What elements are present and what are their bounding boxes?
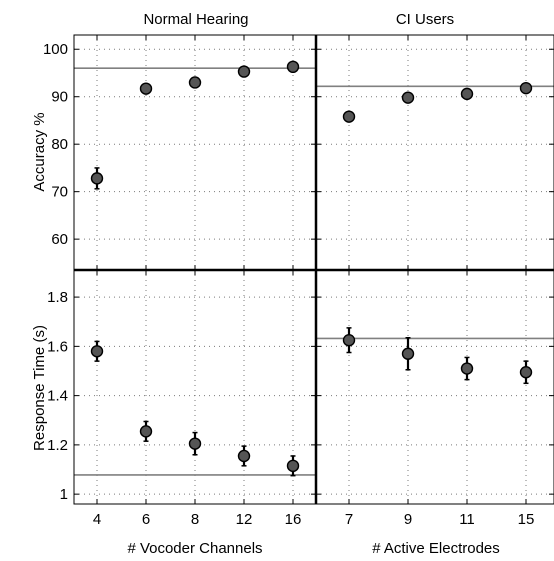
- data-point-0-1: [139, 82, 153, 95]
- panels-group: 60 70 80 90 100 1 1.2 1.4 1.6 1.8 4 6 8 12 16 7 9 11 15: [43, 34, 554, 528]
- data-point-3-3: [519, 366, 533, 379]
- x-axis-label-vocoder-channels: # Vocoder Channels: [127, 540, 262, 556]
- column-title-normal-hearing: Normal Hearing: [143, 11, 248, 28]
- y-tick-label-2-1: 1.2: [47, 437, 68, 454]
- data-point-1-2: [460, 87, 474, 101]
- y-tick-label-0-2: 80: [51, 136, 68, 153]
- data-point-0-4: [286, 60, 300, 74]
- x-tick-label-2-4: 16: [285, 511, 302, 528]
- y-tick-label-0-4: 100: [43, 41, 68, 58]
- y-tick-label-2-0: 1: [60, 486, 68, 503]
- data-point-2-0: [90, 345, 104, 358]
- x-tick-label-2-2: 8: [191, 511, 199, 528]
- panel-1: [315, 34, 554, 271]
- y-tick-label-0-0: 60: [51, 231, 68, 248]
- x-tick-label-3-3: 15: [518, 511, 535, 528]
- x-tick-label-2-1: 6: [142, 511, 150, 528]
- data-point-1-0: [342, 110, 356, 123]
- data-point-3-1: [401, 347, 415, 360]
- y-tick-label-0-1: 70: [51, 184, 68, 201]
- y-tick-label-2-3: 1.6: [47, 338, 68, 355]
- data-point-0-3: [237, 65, 251, 78]
- panel-frame-3: [315, 269, 554, 505]
- x-tick-label-2-3: 12: [236, 511, 253, 528]
- y-tick-label-0-3: 90: [51, 89, 68, 106]
- data-point-2-2: [188, 437, 202, 450]
- data-point-2-4: [286, 459, 300, 473]
- x-tick-label-3-2: 11: [459, 511, 475, 528]
- panel-3: 7 9 11 15: [315, 269, 554, 528]
- x-tick-label-3-0: 7: [345, 511, 353, 528]
- x-tick-label-2-0: 4: [93, 511, 101, 528]
- data-point-0-0: [90, 172, 104, 185]
- data-point-1-1: [401, 91, 415, 104]
- data-point-3-0: [342, 334, 356, 347]
- data-point-3-2: [460, 362, 474, 375]
- y-tick-label-2-4: 1.8: [47, 289, 68, 306]
- panel-0: 60 70 80 90 100: [43, 34, 317, 271]
- panel-2: 1 1.2 1.4 1.6 1.8 4 6 8 12 16: [47, 269, 317, 528]
- y-axis-label-accuracy: Accuracy %: [31, 112, 48, 191]
- data-point-2-3: [237, 449, 251, 463]
- data-point-1-3: [519, 81, 533, 95]
- column-title-ci-users: CI Users: [396, 11, 454, 28]
- y-axis-label-response-time: Response Time (s): [31, 325, 48, 451]
- data-point-0-2: [188, 76, 202, 89]
- x-axis-label-active-electrodes: # Active Electrodes: [372, 540, 500, 556]
- x-tick-label-3-1: 9: [404, 511, 412, 528]
- panel-frame-1: [315, 34, 554, 271]
- data-point-2-1: [139, 425, 153, 438]
- y-tick-label-2-2: 1.4: [47, 388, 68, 405]
